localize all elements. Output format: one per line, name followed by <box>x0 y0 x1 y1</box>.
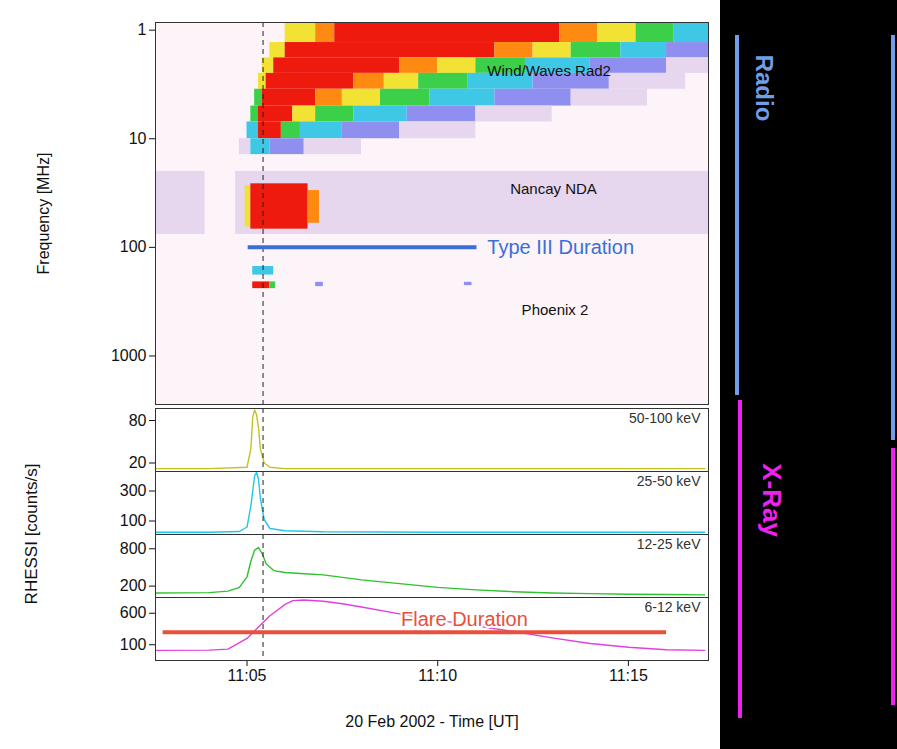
svg-text:50-100 keV: 50-100 keV <box>629 410 701 426</box>
html-text:RHESSI [counts/s]: RHESSI [counts/s] <box>22 463 41 605</box>
svg-text:600: 600 <box>120 604 147 621</box>
svg-text:10: 10 <box>129 130 147 147</box>
svg-text:100: 100 <box>120 512 147 529</box>
svg-text:Wind/Waves Rad2: Wind/Waves Rad2 <box>487 62 611 79</box>
svg-text:25-50 keV: 25-50 keV <box>637 473 701 489</box>
svg-text:800: 800 <box>120 540 147 557</box>
svg-text:1: 1 <box>138 21 147 38</box>
svg-text:20: 20 <box>129 454 147 471</box>
svg-text:Frequency [MHz]: Frequency [MHz] <box>35 153 52 275</box>
svg-text:11:10: 11:10 <box>418 667 457 684</box>
svg-text:Phoenix 2: Phoenix 2 <box>522 301 589 318</box>
svg-text:Radio: Radio <box>751 55 778 122</box>
svg-text:X-Ray: X-Ray <box>757 463 787 537</box>
svg-text:200: 200 <box>120 577 147 594</box>
svg-text:Type III Duration: Type III Duration <box>487 236 634 258</box>
svg-text:Nancay NDA: Nancay NDA <box>510 180 597 197</box>
svg-text:20 Feb 2002 - Time [UT]: 20 Feb 2002 - Time [UT] <box>345 713 518 730</box>
svg-text:6-12 keV: 6-12 keV <box>644 599 701 615</box>
svg-text:80: 80 <box>129 412 147 429</box>
svg-text:1000: 1000 <box>111 347 147 364</box>
svg-text:100: 100 <box>120 238 147 255</box>
svg-text:11:15: 11:15 <box>609 667 648 684</box>
svg-text:100: 100 <box>120 636 147 653</box>
svg-text:12-25 keV: 12-25 keV <box>637 536 701 552</box>
svg-text:11:05: 11:05 <box>228 667 267 684</box>
svg-text:300: 300 <box>120 482 147 499</box>
svg-text:Flare Duration: Flare Duration <box>401 608 528 630</box>
